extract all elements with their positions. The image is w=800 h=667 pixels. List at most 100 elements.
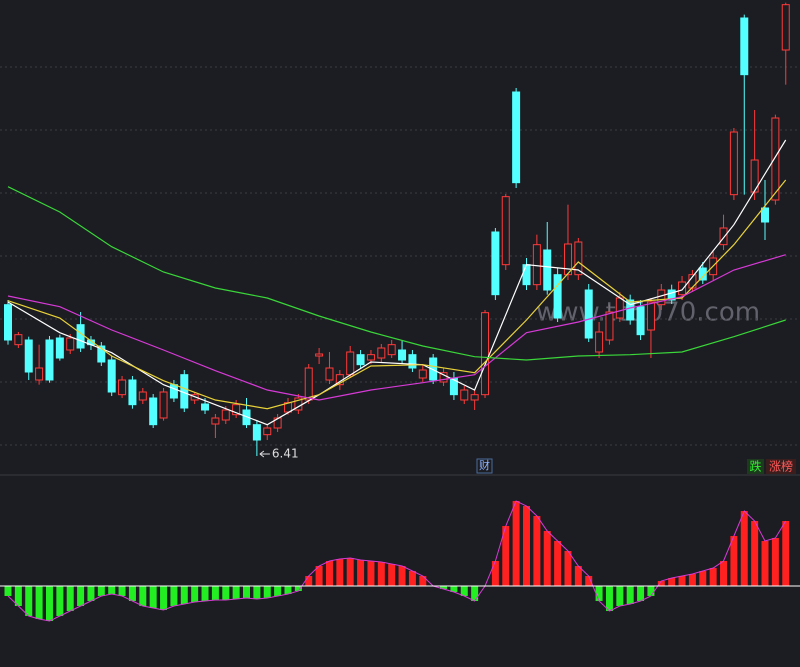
indicator-bar [543,531,551,586]
candle-body [729,131,738,196]
indicator-bar [668,578,676,586]
indicator-bar [460,586,468,596]
candle-body [304,367,313,401]
indicator-bar [388,564,396,586]
indicator-bar [336,559,344,586]
indicator-bar [626,586,634,604]
candle-body [543,249,552,291]
indicator-bar [56,586,64,616]
indicator-bar [471,586,479,601]
indicator-bar [367,561,375,586]
indicator-bar [263,586,271,598]
candle-body [615,297,624,319]
candle-body [76,324,85,349]
candle-body [387,344,396,356]
candle-body [574,241,583,276]
indicator-bar [647,586,655,596]
indicator-bar [440,586,448,589]
candle-body [418,369,427,379]
indicator-bar [554,541,562,586]
candle-body [107,359,116,393]
candle-body [771,117,780,201]
candle-body [118,379,127,396]
indicator-bar [450,586,458,592]
indicator-bar [709,568,717,586]
indicator-bar [284,586,292,594]
indicator-bar [4,586,12,596]
indicator-bar [730,536,738,586]
candle-body [169,384,178,399]
candle-body [460,389,469,401]
indicator-bar [585,576,593,586]
low-arrow [259,450,270,458]
indicator-bar [720,561,728,586]
candle-body [408,354,417,369]
indicator-bar [751,521,759,586]
indicator-bar [201,586,209,601]
badge-finance[interactable]: 财 [479,458,490,472]
candle-body [563,243,572,276]
indicator-bar [616,586,624,606]
badge-rise[interactable]: 涨榜 [769,459,793,474]
candle-body [346,351,355,376]
moving-average-line [7,179,787,410]
indicator-bar [533,516,541,586]
indicator-bar [253,586,261,599]
badge-box [766,459,796,474]
indicator-bar [128,586,136,601]
badge-fall[interactable]: 跌 [749,459,761,474]
candle-body [605,311,614,341]
indicator-bar [170,586,178,606]
candle-body [636,306,645,336]
indicator-bar [346,558,354,586]
indicator-bar [180,586,188,604]
candle-body [481,312,490,396]
candle-body [138,391,147,401]
candle-body [657,289,666,306]
candle-body [242,409,251,426]
indicator-bar [398,566,406,586]
candle-body [512,91,521,184]
candle-body [398,349,407,361]
candle-body [35,367,44,381]
indicator-bar [139,586,147,606]
indicator-bar [232,586,240,599]
candle-body [626,299,635,321]
candle-body [356,354,365,366]
candle-body [761,207,770,223]
candle-body [595,331,604,353]
indicator-bar [595,586,603,601]
candle-body [14,334,23,346]
indicator-bar [35,586,43,619]
indicator-bar [419,576,427,586]
candle-body [491,231,500,296]
indicator-bar [294,586,302,591]
candle-body [97,345,106,363]
candle-body [646,301,655,331]
indicator-bar [740,511,748,586]
indicator-bar [357,560,365,586]
indicator-bar [222,586,230,600]
candle-body [429,357,438,381]
candle-body [55,337,64,359]
indicator-bar [657,581,665,586]
candle-body [232,404,241,416]
indicator-bar [782,521,790,586]
candle-body [698,267,707,281]
candle-body [522,264,531,286]
indicator-bar [315,566,323,586]
indicator-line [7,500,787,622]
indicator-bar [305,576,313,586]
candle-body [221,409,230,421]
candle-body [740,17,749,76]
candle-body [211,417,220,425]
candle-body [532,244,541,286]
candle-body [501,196,510,266]
moving-average-line [7,186,786,361]
candle-body [325,367,334,381]
candle-body [24,339,33,373]
badge-box [476,458,493,474]
indicator-bar [243,586,251,598]
candle-body [201,403,210,411]
